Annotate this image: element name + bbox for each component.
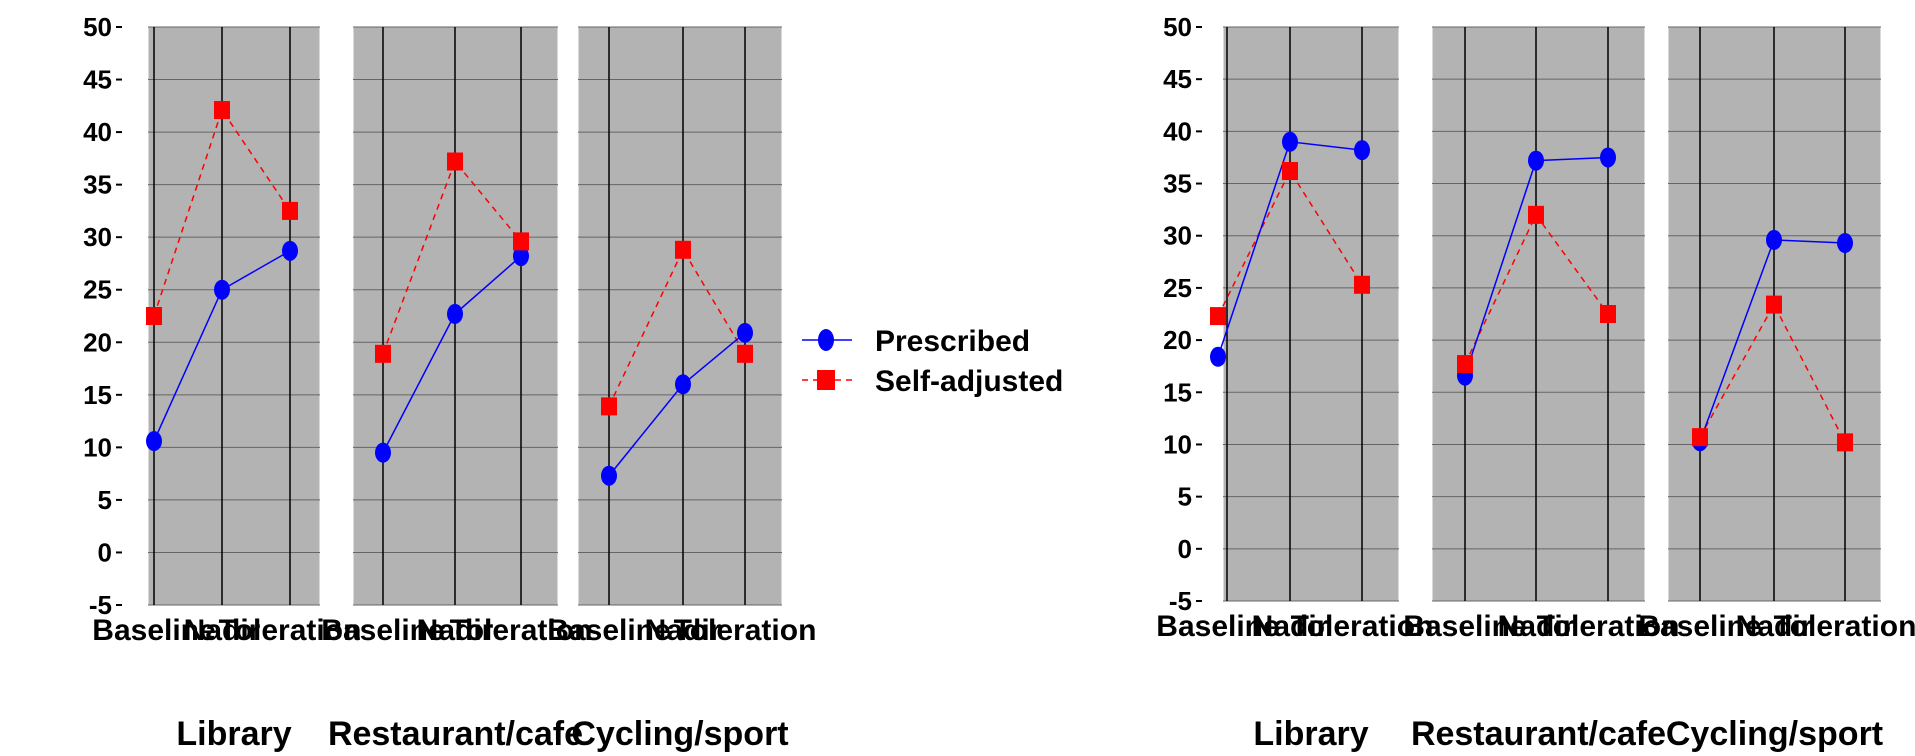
data-point-prescribed: [1354, 140, 1370, 161]
data-point-self-adjusted: [146, 307, 162, 325]
y-tick-label: 50: [83, 12, 112, 42]
data-point-prescribed: [375, 442, 391, 463]
series-line-self-adjusted: [153, 108, 291, 317]
series-line-self-adjusted: [608, 248, 746, 407]
data-point-self-adjusted: [1210, 307, 1226, 326]
y-tick-label: 40: [83, 117, 112, 147]
x-tick-label: Toleration: [1537, 610, 1680, 643]
y-tick-label: -5: [1169, 586, 1192, 616]
y-tick-label: 5: [1178, 482, 1192, 512]
data-point-self-adjusted: [375, 344, 391, 363]
panel-background: [577, 26, 783, 606]
y-tick-label: 35: [83, 170, 112, 200]
legend-marker-self-adjusted: [817, 370, 835, 390]
y-tick-label: 0: [1178, 534, 1192, 564]
data-point-prescribed: [601, 465, 617, 486]
data-point-prescribed: [513, 246, 529, 267]
panel-group-label: Library: [176, 715, 291, 753]
legend-label-prescribed: Prescribed: [875, 325, 1030, 358]
y-tick-label: 0: [98, 537, 112, 567]
panel-group-label: Restaurant/cafe: [1411, 715, 1666, 753]
x-tick-label: Nadir: [184, 614, 261, 647]
data-point-self-adjusted: [1600, 305, 1616, 323]
panel-group-label: Library: [1253, 715, 1368, 753]
x-tick-label: Baseline: [1638, 610, 1761, 643]
data-point-prescribed: [1837, 233, 1853, 254]
y-tick-label: 25: [83, 275, 112, 305]
data-point-prescribed: [146, 431, 162, 452]
x-tick-label: Baseline: [1156, 610, 1279, 643]
y-tick-label: 30: [83, 222, 112, 252]
x-tick-label: Baseline: [92, 614, 215, 647]
y-tick-label: 10: [1163, 429, 1192, 459]
y-tick-label: -5: [89, 590, 112, 620]
data-point-self-adjusted: [214, 101, 230, 120]
legend-marker-prescribed: [818, 329, 834, 351]
x-tick-label: Baseline: [1403, 610, 1526, 643]
x-tick-label: Nadir: [1252, 610, 1329, 643]
data-point-self-adjusted: [737, 344, 753, 363]
y-tick-label: 10: [83, 432, 112, 462]
y-tick-label: 50: [1163, 12, 1192, 42]
data-point-self-adjusted: [1692, 428, 1708, 447]
data-point-prescribed: [675, 374, 691, 395]
x-tick-label: Toleration: [450, 614, 593, 647]
x-tick-label: Nadir: [1736, 610, 1813, 643]
data-point-prescribed: [1210, 346, 1226, 367]
series-line-self-adjusted: [382, 160, 522, 355]
x-tick-label: Toleration: [1291, 610, 1434, 643]
data-point-prescribed: [214, 279, 230, 300]
data-point-prescribed: [447, 303, 463, 324]
data-point-prescribed: [1600, 147, 1616, 168]
data-point-self-adjusted: [1837, 433, 1853, 452]
data-point-prescribed: [1282, 131, 1298, 152]
y-tick-label: 15: [83, 380, 112, 410]
y-tick-label: 35: [1163, 169, 1192, 199]
data-point-self-adjusted: [1528, 205, 1544, 224]
data-point-prescribed: [1528, 150, 1544, 171]
panel-background: [147, 26, 321, 606]
data-point-self-adjusted: [1354, 275, 1370, 294]
data-point-self-adjusted: [513, 232, 529, 251]
panel-group-label: Restaurant/cafe: [328, 715, 583, 753]
data-point-self-adjusted: [282, 201, 298, 220]
x-tick-label: Toleration: [674, 614, 817, 647]
data-point-self-adjusted: [447, 152, 463, 171]
legend-label-self-adjusted: Self-adjusted: [875, 365, 1063, 398]
panel-background: [1222, 26, 1400, 602]
data-point-self-adjusted: [1766, 295, 1782, 314]
data-point-prescribed: [737, 322, 753, 343]
x-tick-label: Nadir: [1498, 610, 1575, 643]
legend: Prescribed Self-adjusted: [802, 325, 1063, 398]
y-tick-label: 40: [1163, 116, 1192, 146]
data-point-self-adjusted: [1457, 355, 1473, 374]
y-tick-label: 20: [83, 327, 112, 357]
data-point-self-adjusted: [675, 240, 691, 259]
y-tick-label: 45: [1163, 64, 1192, 94]
panel-group-label: Cycling/sport: [1666, 715, 1883, 753]
x-tick-label: Baseline: [547, 614, 670, 647]
x-tick-label: Baseline: [321, 614, 444, 647]
data-point-prescribed: [1766, 229, 1782, 250]
x-tick-label: Toleration: [1774, 610, 1915, 643]
y-tick-label: 30: [1163, 221, 1192, 251]
data-point-self-adjusted: [601, 397, 617, 416]
panel-group-label: Cycling/sport: [571, 715, 788, 753]
y-tick-label: 20: [1163, 325, 1192, 355]
y-tick-label: 15: [1163, 377, 1192, 407]
y-tick-label: 25: [1163, 273, 1192, 303]
data-point-self-adjusted: [1282, 162, 1298, 181]
x-tick-label: Nadir: [417, 614, 494, 647]
y-tick-label: 5: [98, 485, 112, 515]
y-tick-label: 45: [83, 65, 112, 95]
series-line-self-adjusted: [1699, 303, 1846, 443]
x-tick-label: Nadir: [645, 614, 722, 647]
data-point-prescribed: [282, 240, 298, 261]
x-tick-label: Toleration: [219, 614, 362, 647]
